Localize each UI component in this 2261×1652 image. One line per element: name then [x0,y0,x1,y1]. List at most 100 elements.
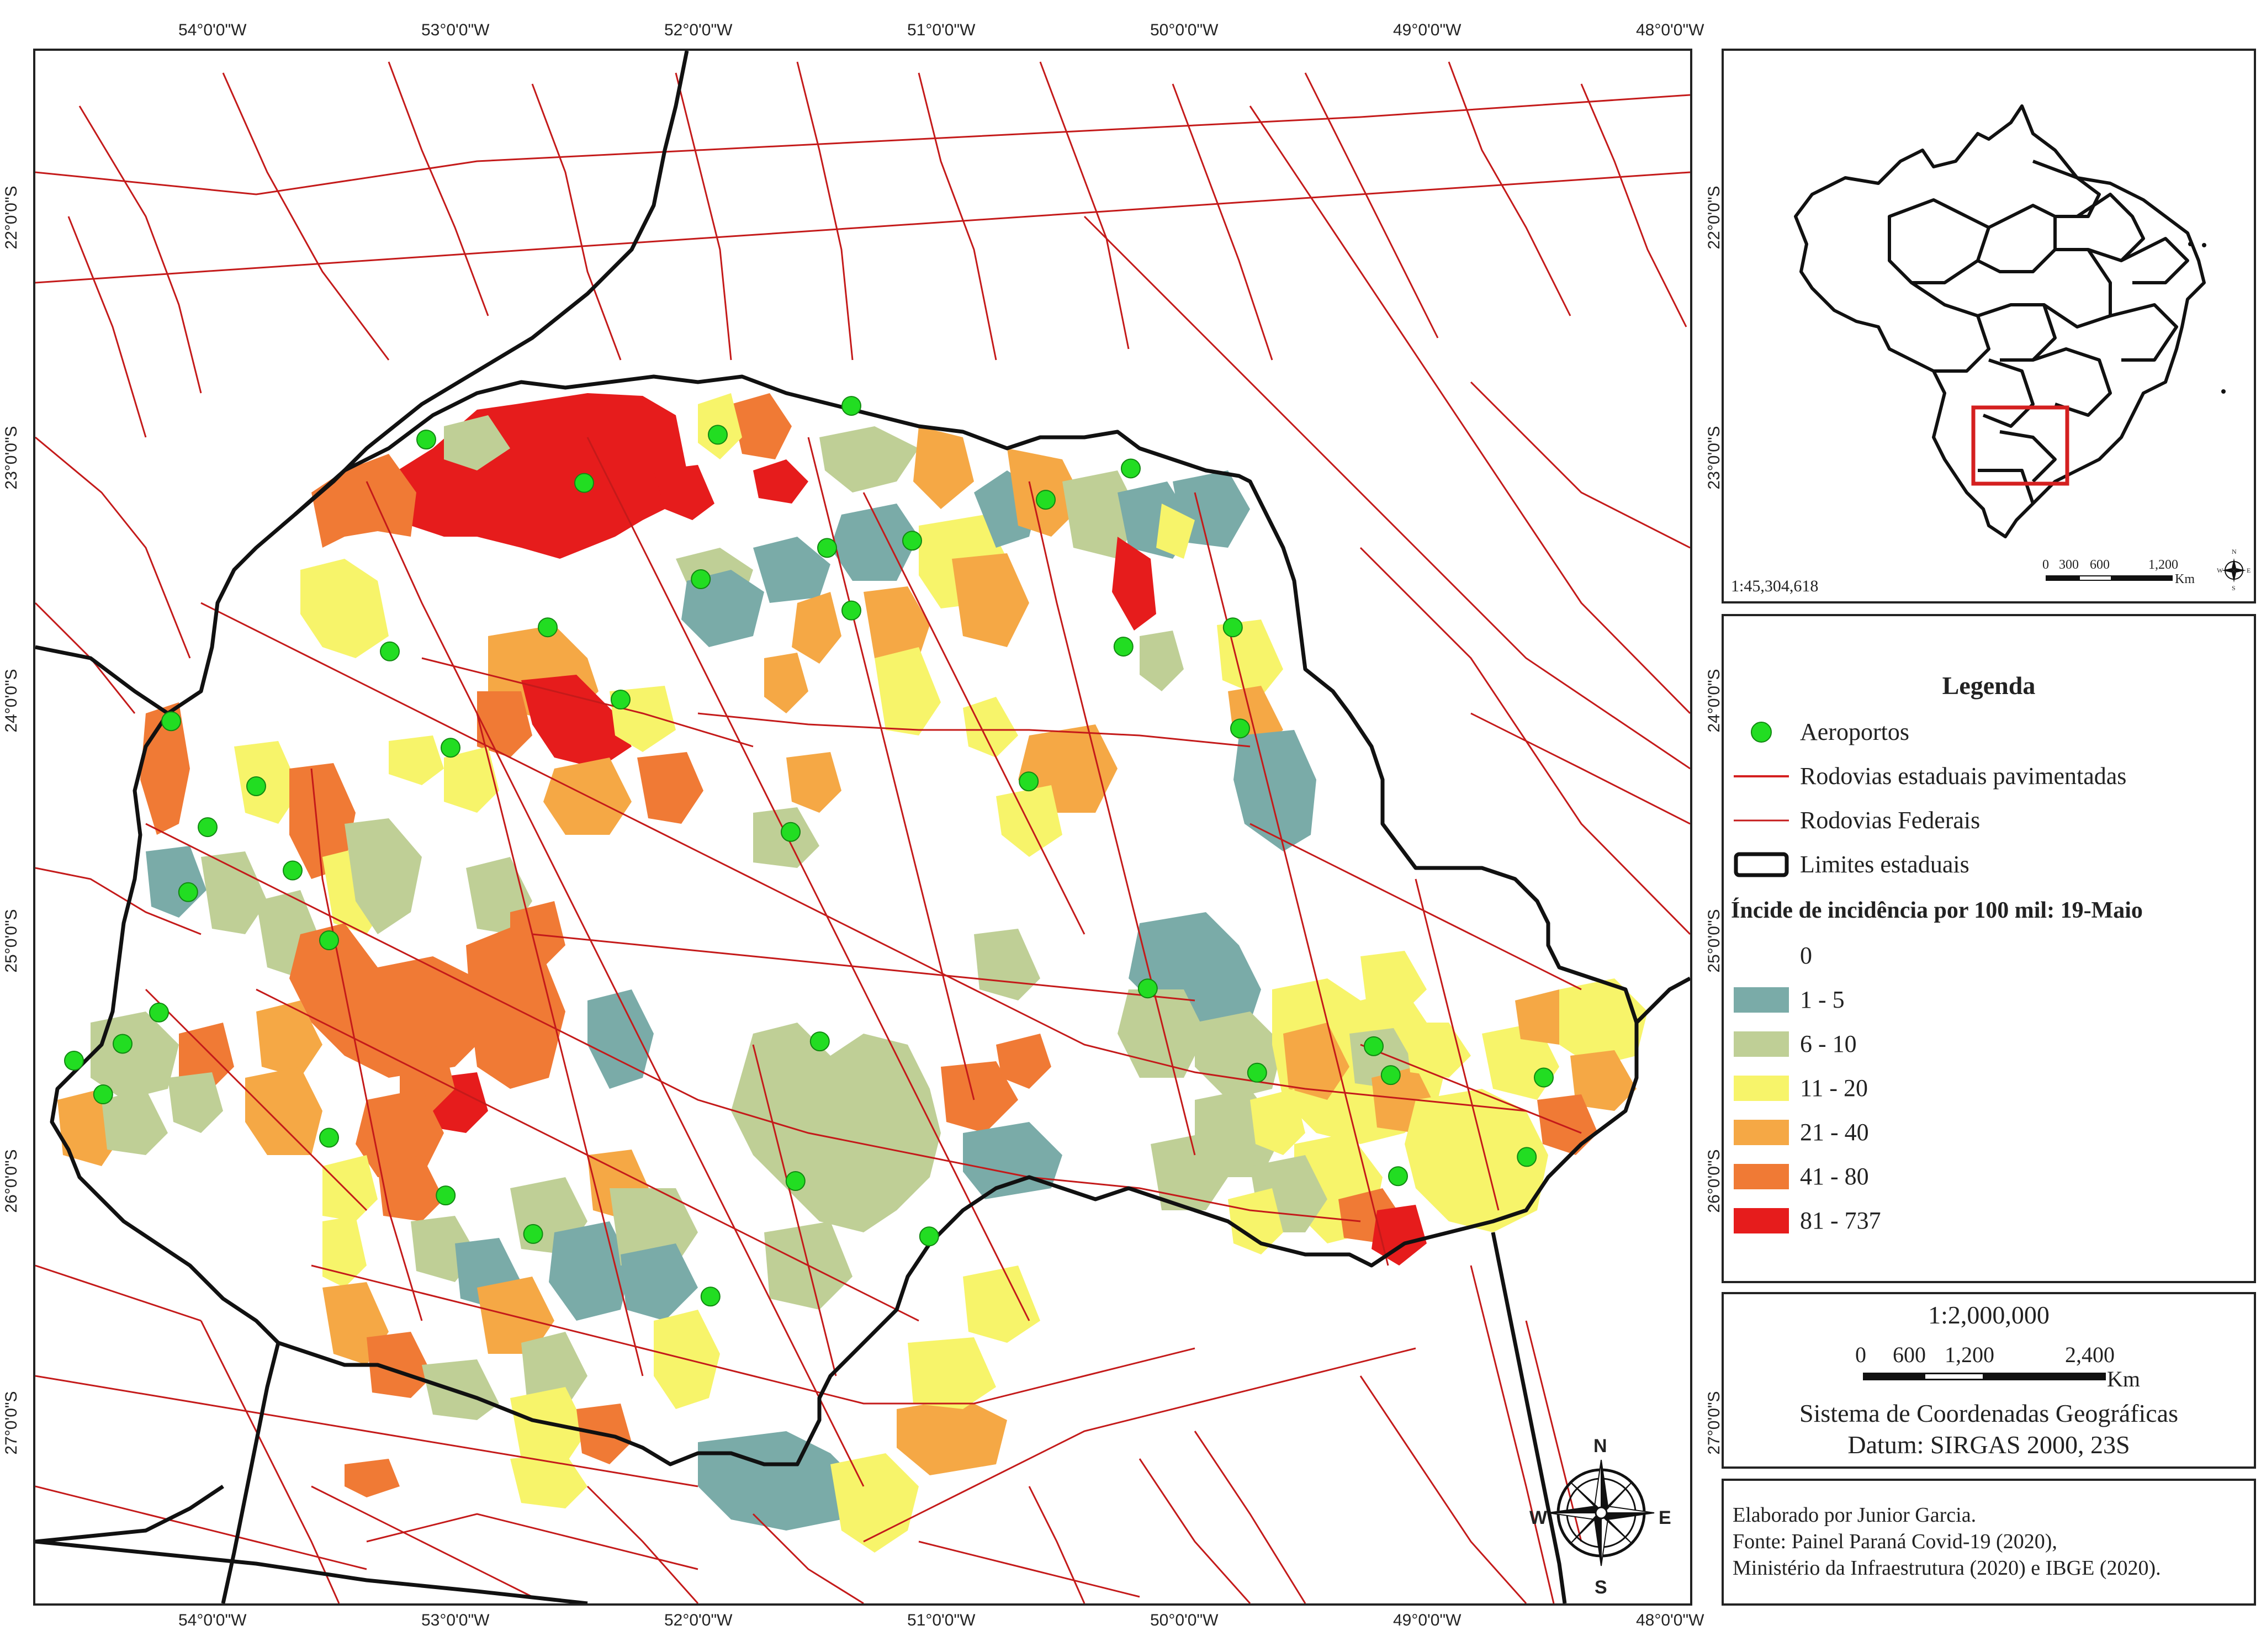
lat-label-right: 26°0'0"S [1705,1149,1723,1213]
inset-compass-e: E [2247,566,2251,574]
credits-author: Elaborado por Junior Garcia. [1733,1503,1977,1527]
airport-marker[interactable] [380,641,400,661]
compass-n-label: N [1593,1436,1607,1457]
legend-class-swatch [1734,1075,1789,1101]
credits-source: Fonte: Painel Paraná Covid-19 (2020), [1733,1530,2057,1553]
legend-class-label: 21 - 40 [1800,1119,1869,1146]
airport-marker[interactable] [781,822,801,842]
airport-marker[interactable] [319,930,339,950]
airport-marker[interactable] [161,711,181,732]
airport-marker[interactable] [1137,978,1158,999]
inset-compass: N E S W [2216,548,2252,592]
lon-label-top: 53°0'0"W [421,21,490,39]
airport-marker[interactable] [1121,458,1141,479]
legend-label-airports: Aeroportos [1800,718,1909,745]
scale-unit: Km [2107,1367,2140,1391]
lon-label-top: 51°0'0"W [907,21,976,39]
legend-class-swatch [1734,1208,1789,1233]
airport-marker[interactable] [1388,1166,1408,1187]
airport-marker[interactable] [198,817,218,838]
legend-class-item: 1 - 5 [1734,986,1845,1014]
legend-class-swatch [1734,1119,1789,1145]
airport-marker[interactable] [1113,637,1134,657]
airport-marker[interactable] [841,396,861,416]
airport-marker[interactable] [93,1084,113,1105]
lat-label-right: 22°0'0"S [1705,186,1723,250]
road-network [35,61,1690,1603]
legend-class-label: 81 - 737 [1800,1207,1881,1234]
airport-marker[interactable] [691,569,711,589]
airport-marker[interactable] [785,1171,806,1191]
main-map[interactable] [35,51,1690,1603]
credits-panel [1722,1479,2256,1606]
airport-marker[interactable] [113,1034,133,1054]
airport-marker[interactable] [149,1002,169,1023]
airport-marker[interactable] [436,1185,456,1206]
scale-label-1200: 1,200 [1945,1342,1994,1367]
lon-label-top: 48°0'0"W [1636,21,1704,39]
airport-marker[interactable] [1019,771,1039,792]
legend-label-state-roads: Rodovias estaduais pavimentadas [1800,763,2127,790]
inset-scale-label-300: 300 [2059,558,2079,572]
airport-marker[interactable] [902,531,922,551]
inset-compass-w: W [2217,566,2223,574]
airport-marker[interactable] [809,1031,830,1052]
airport-marker[interactable] [538,617,558,638]
inset-map-frame [1722,49,2256,603]
airport-marker[interactable] [319,1127,339,1148]
lon-label-bottom: 52°0'0"W [664,1611,733,1629]
study-area-highlight [1971,405,2069,486]
lon-label-bottom: 49°0'0"W [1393,1611,1462,1629]
compass-rose: N W E S [1529,1436,1673,1601]
airport-marker[interactable] [611,690,631,709]
legend-class-title: Íncide de incidência por 100 mil: 19-Mai… [1731,898,2143,923]
airport-marker[interactable] [178,882,198,902]
airport-marker[interactable] [441,738,460,758]
legend-item-airports: Aeroportos [1734,718,1909,746]
airports-layer [64,396,1554,1307]
airport-marker[interactable] [246,776,266,796]
lon-label-top: 50°0'0"W [1150,21,1219,39]
legend-item-federal-roads: Rodovias Federais [1734,806,1980,834]
airport-marker[interactable] [283,860,303,881]
inset-scale-text: 1:45,304,618 [1731,577,1819,595]
airport-marker[interactable] [1380,1065,1401,1086]
legend-class-item: 6 - 10 [1734,1030,1857,1058]
airport-marker[interactable] [708,425,728,445]
legend-item-state-roads: Rodovias estaduais pavimentadas [1734,762,2126,790]
airport-marker[interactable] [1222,617,1243,638]
airport-marker[interactable] [64,1051,84,1071]
airport-marker[interactable] [574,473,594,493]
legend-class-label: 1 - 5 [1800,986,1845,1013]
credits-text: Elaborado por Junior Garcia. Fonte: Pain… [1733,1502,2252,1581]
legend-label-state-limits: Limites estaduais [1800,851,1969,878]
airport-marker[interactable] [1364,1036,1384,1056]
legend-label-federal-roads: Rodovias Federais [1800,807,1981,834]
lon-label-top: 49°0'0"W [1393,21,1462,39]
scale-label-0: 0 [1855,1342,1866,1367]
legend-class-label: 41 - 80 [1800,1163,1869,1190]
airport-marker[interactable] [841,600,861,621]
compass-e-label: E [1659,1507,1671,1528]
legend-class-item: 41 - 80 [1734,1162,1869,1190]
scale-panel [1722,1292,2256,1469]
legend-class-item: 0 [1734,941,1812,970]
scale-label-600: 600 [1893,1342,1926,1367]
airport-marker[interactable] [1036,490,1056,510]
lat-label-left: 25°0'0"S [2,909,20,973]
airport-marker[interactable] [919,1226,939,1247]
airport-marker[interactable] [1517,1147,1537,1167]
airport-marker[interactable] [1247,1062,1267,1083]
lat-label-right: 23°0'0"S [1705,426,1723,490]
scale-label-2400: 2,400 [2065,1342,2115,1367]
datum-text: Datum: SIRGAS 2000, 23S [1847,1431,2130,1459]
airport-marker[interactable] [817,538,837,558]
airport-marker[interactable] [523,1224,543,1244]
lat-label-left: 27°0'0"S [2,1391,20,1455]
airport-marker[interactable] [700,1286,721,1307]
airport-marker[interactable] [1230,718,1250,739]
lat-label-left: 22°0'0"S [2,186,20,250]
airport-marker[interactable] [416,430,436,450]
legend-class-label: 6 - 10 [1800,1030,1857,1057]
airport-marker[interactable] [1534,1067,1554,1088]
